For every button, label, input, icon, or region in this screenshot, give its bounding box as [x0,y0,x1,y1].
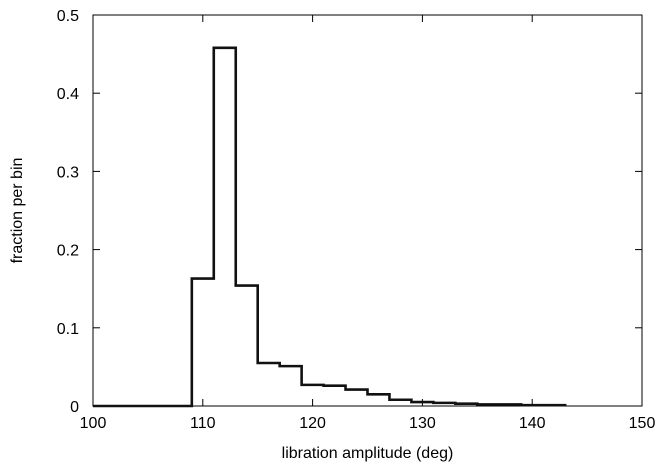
y-tick-label: 0.2 [57,243,79,260]
x-tick-label: 100 [80,415,107,432]
x-tick-label: 130 [409,415,436,432]
y-tick-label: 0.4 [57,86,79,103]
y-axis-label: fraction per bin [9,158,26,264]
histogram-step-line [93,46,567,408]
x-tick-label: 120 [299,415,326,432]
y-tick-label: 0 [70,399,79,416]
y-tick-label: 0.3 [57,164,79,181]
axis-ticks [92,14,643,407]
x-axis-label: libration amplitude (deg) [282,445,454,462]
y-tick-label: 0.5 [57,8,79,25]
plot-frame [92,14,643,407]
x-tick-label: 110 [190,415,216,432]
y-tick-label: 0.1 [57,321,79,338]
x-tick-label: 150 [629,415,656,432]
tick-labels: 100 110 120 130 140 150 0 0.1 0.2 0.3 0.4 0.5 [57,8,656,432]
x-tick-label: 140 [519,415,546,432]
